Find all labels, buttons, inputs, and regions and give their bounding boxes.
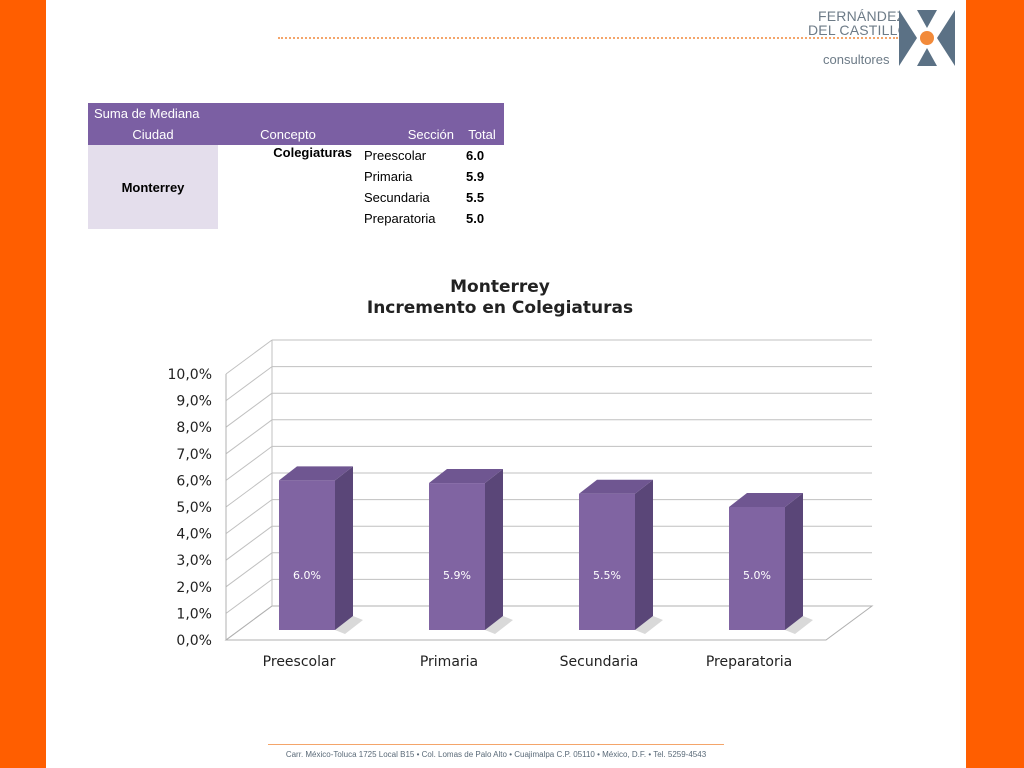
section-cell: Preparatoria bbox=[364, 211, 436, 226]
gridline-side bbox=[225, 472, 273, 508]
bar-shadow bbox=[635, 616, 663, 634]
table-row: Preparatoria 5.0 bbox=[88, 208, 504, 229]
total-cell: 5.5 bbox=[466, 190, 485, 205]
logo-x-icon bbox=[899, 10, 955, 66]
y-tick-label: 1,0% bbox=[176, 606, 212, 622]
chart-subtitle: Incremento en Colegiaturas bbox=[367, 298, 633, 318]
logo-text-line1: FERNÁNDEZ bbox=[818, 8, 906, 24]
bar-side bbox=[485, 469, 503, 630]
chart-floor bbox=[224, 605, 874, 641]
data-label: 5.5% bbox=[593, 569, 621, 582]
total-cell: 5.0 bbox=[466, 211, 485, 226]
x-tick-label: Preescolar bbox=[263, 654, 336, 670]
bar-shadow bbox=[335, 616, 363, 634]
concept-cell: Colegiaturas bbox=[273, 145, 352, 160]
bar-side bbox=[335, 466, 353, 630]
y-tick-label: 6,0% bbox=[176, 473, 212, 489]
gridline-side bbox=[225, 552, 273, 588]
col-header-city: Ciudad bbox=[88, 124, 218, 145]
pivot-table: Suma de Mediana Ciudad Concepto Sección … bbox=[88, 103, 504, 229]
city-cell: Monterrey bbox=[88, 145, 218, 229]
bar bbox=[429, 483, 485, 630]
y-tick-label: 9,0% bbox=[176, 394, 212, 410]
column-chart: 0,0% 1,0% 2,0% 3,0% 4,0% 5,0% 6,0% 7,0% 8,0% 9,0%… bbox=[168, 277, 874, 670]
bar bbox=[729, 507, 785, 630]
slide-page: FERNÁNDEZ DEL CASTILLO consultores Suma … bbox=[46, 0, 966, 768]
table-row: Primaria 5.9 bbox=[88, 166, 504, 187]
bar bbox=[579, 493, 635, 630]
bar bbox=[279, 480, 335, 630]
bar-side bbox=[785, 493, 803, 630]
data-label: 5.0% bbox=[743, 569, 771, 582]
pivot-header-sum: Suma de Mediana bbox=[88, 103, 358, 124]
section-cell: Primaria bbox=[364, 169, 413, 184]
gridline-side bbox=[225, 578, 273, 614]
x-tick-label: Secundaria bbox=[560, 654, 639, 670]
logo-subtitle: consultores bbox=[823, 52, 890, 67]
x-tick-label: Preparatoria bbox=[706, 654, 792, 670]
bar-shadow bbox=[785, 616, 813, 634]
total-cell: 6.0 bbox=[466, 148, 485, 163]
y-tick-label: 4,0% bbox=[176, 527, 212, 543]
col-header-total: Total bbox=[460, 124, 504, 145]
col-header-concept: Concepto bbox=[218, 124, 358, 145]
y-tick-label: 5,0% bbox=[176, 500, 212, 516]
y-tick-label: 10,0% bbox=[168, 367, 212, 383]
col-header-section: Sección bbox=[358, 124, 460, 145]
x-tick-label: Primaria bbox=[420, 654, 478, 670]
gridline-side bbox=[225, 392, 273, 428]
y-tick-label: 7,0% bbox=[176, 447, 212, 463]
bar-top bbox=[729, 493, 803, 507]
pivot-header-row: Ciudad Concepto Sección Total bbox=[88, 124, 504, 145]
gridline-side bbox=[225, 525, 273, 561]
pivot-header-row-top: Suma de Mediana bbox=[88, 103, 504, 124]
data-label: 5.9% bbox=[443, 569, 471, 582]
gridline-side bbox=[225, 419, 273, 455]
logo-dotted-rule bbox=[278, 37, 898, 39]
gridline-side bbox=[225, 366, 273, 402]
y-tick-label: 2,0% bbox=[176, 580, 212, 596]
gridline-side bbox=[225, 499, 273, 535]
chart-title: Monterrey bbox=[450, 277, 550, 297]
bar-side bbox=[635, 479, 653, 630]
bar-shadow bbox=[485, 616, 513, 634]
logo-text-line2: DEL CASTILLO bbox=[808, 22, 909, 38]
gridline-side bbox=[225, 445, 273, 481]
section-cell: Secundaria bbox=[364, 190, 430, 205]
y-tick-label: 0,0% bbox=[176, 633, 212, 649]
bar-top bbox=[579, 479, 653, 494]
data-label: 6.0% bbox=[293, 569, 321, 582]
gridline-side bbox=[225, 339, 273, 375]
bar-top bbox=[429, 469, 503, 484]
bar-top bbox=[279, 466, 353, 481]
footer-address: Carr. México-Toluca 1725 Local B15 • Col… bbox=[285, 750, 707, 759]
table-row: Secundaria 5.5 bbox=[88, 187, 504, 208]
footer-rule bbox=[268, 744, 724, 745]
y-tick-label: 8,0% bbox=[176, 420, 212, 436]
table-row: Monterrey Colegiaturas Preescolar 6.0 bbox=[88, 145, 504, 229]
section-cell: Preescolar bbox=[364, 148, 427, 163]
y-tick-label: 3,0% bbox=[176, 553, 212, 569]
total-cell: 5.9 bbox=[466, 169, 485, 184]
